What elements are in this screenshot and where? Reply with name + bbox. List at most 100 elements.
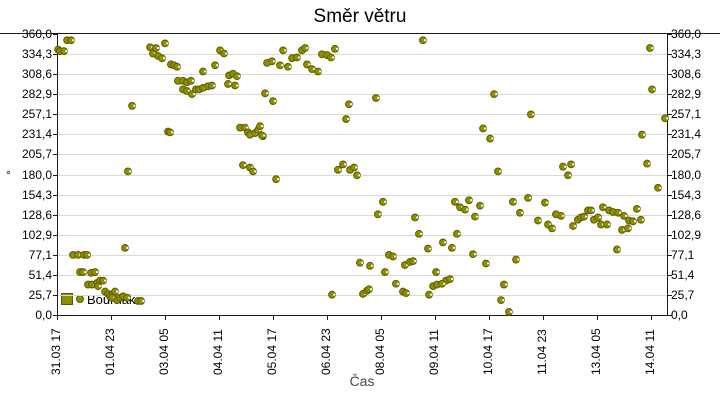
data-point-highlight xyxy=(212,84,216,87)
data-point xyxy=(276,61,284,70)
data-point-highlight xyxy=(333,293,336,296)
data-point xyxy=(584,206,592,215)
data-point-highlight xyxy=(517,258,520,261)
data-point xyxy=(577,213,585,222)
data-point-highlight xyxy=(504,283,508,286)
data-point xyxy=(256,122,264,131)
data-point-highlight xyxy=(65,49,68,53)
data-point xyxy=(580,212,588,221)
data-point xyxy=(509,197,517,206)
data-point-highlight xyxy=(457,232,461,236)
data-point xyxy=(174,76,182,85)
data-point-highlight xyxy=(99,284,102,288)
data-point-highlight xyxy=(416,216,419,219)
data-point xyxy=(211,61,219,70)
data-point xyxy=(453,229,461,238)
data-point xyxy=(552,210,560,219)
data-point xyxy=(381,268,389,276)
data-point xyxy=(438,279,446,288)
data-point xyxy=(199,83,207,92)
data-point xyxy=(241,123,249,132)
data-point xyxy=(432,268,440,276)
data-point xyxy=(433,280,441,289)
data-point xyxy=(442,276,450,285)
data-point xyxy=(327,53,335,62)
data-point xyxy=(192,85,200,94)
data-point-highlight xyxy=(248,131,252,134)
data-point-highlight xyxy=(443,241,447,244)
data-point-highlight xyxy=(549,223,552,226)
y-tick-label-left: 360,0 xyxy=(21,27,52,41)
legend-label: Bouřňák xyxy=(87,291,136,307)
data-point-highlight xyxy=(351,168,354,172)
data-point-highlight xyxy=(581,216,585,219)
data-point xyxy=(339,160,347,169)
data-point-highlight xyxy=(97,281,101,285)
data-point xyxy=(350,163,358,172)
data-point-highlight xyxy=(216,64,219,67)
data-point xyxy=(88,280,96,289)
data-point-highlight xyxy=(178,79,182,83)
data-point-highlight xyxy=(486,262,490,265)
data-point-highlight xyxy=(437,283,441,286)
data-point xyxy=(342,115,350,123)
data-point xyxy=(220,49,228,58)
data-point xyxy=(389,252,397,261)
data-point xyxy=(246,163,254,172)
data-point-highlight xyxy=(277,177,280,181)
data-point-highlight xyxy=(634,220,637,223)
data-point-highlight xyxy=(259,128,262,132)
y-axis-unit-label: ° xyxy=(6,168,11,182)
data-point xyxy=(231,81,239,90)
data-point xyxy=(239,161,247,170)
data-point xyxy=(629,217,637,226)
data-point-highlight xyxy=(475,215,479,218)
data-point xyxy=(359,290,367,298)
data-point xyxy=(134,297,142,305)
data-point xyxy=(183,78,191,87)
data-point xyxy=(99,276,107,285)
data-point-highlight xyxy=(133,104,136,108)
data-point-highlight xyxy=(88,253,91,257)
data-point-highlight xyxy=(191,79,195,83)
data-point xyxy=(587,206,595,215)
data-point-highlight xyxy=(601,223,605,226)
data-point xyxy=(406,258,414,266)
data-point xyxy=(385,250,393,259)
data-point-highlight xyxy=(95,270,99,274)
data-point-highlight xyxy=(423,39,427,42)
data-point-highlight xyxy=(288,65,292,68)
data-point xyxy=(476,201,484,210)
data-point xyxy=(643,159,651,168)
data-point xyxy=(624,224,632,233)
data-point xyxy=(618,226,626,234)
data-point xyxy=(479,124,487,133)
data-point-highlight xyxy=(529,196,532,200)
data-point-highlight xyxy=(614,210,617,214)
data-point-highlight xyxy=(637,207,641,211)
data-point-highlight xyxy=(83,270,87,274)
data-point xyxy=(96,276,104,285)
data-point xyxy=(146,43,154,52)
x-tick-label: 14.04 11 xyxy=(643,329,657,375)
data-point xyxy=(244,128,252,137)
data-point xyxy=(379,197,387,206)
data-point-highlight xyxy=(563,165,567,168)
y-tick-label-right: 180,0 xyxy=(671,167,702,182)
data-point xyxy=(469,250,477,259)
data-point-highlight xyxy=(367,289,371,293)
data-point xyxy=(559,162,567,171)
data-point xyxy=(173,62,181,71)
data-point-highlight xyxy=(306,46,309,50)
data-point-highlight xyxy=(243,163,247,167)
data-point-highlight xyxy=(274,99,277,103)
data-point xyxy=(548,224,556,233)
data-point xyxy=(284,62,292,71)
data-point xyxy=(261,89,269,98)
data-point xyxy=(318,50,326,59)
data-point xyxy=(366,261,374,270)
data-point xyxy=(128,101,136,110)
data-point-highlight xyxy=(187,89,191,93)
data-point xyxy=(76,268,84,276)
